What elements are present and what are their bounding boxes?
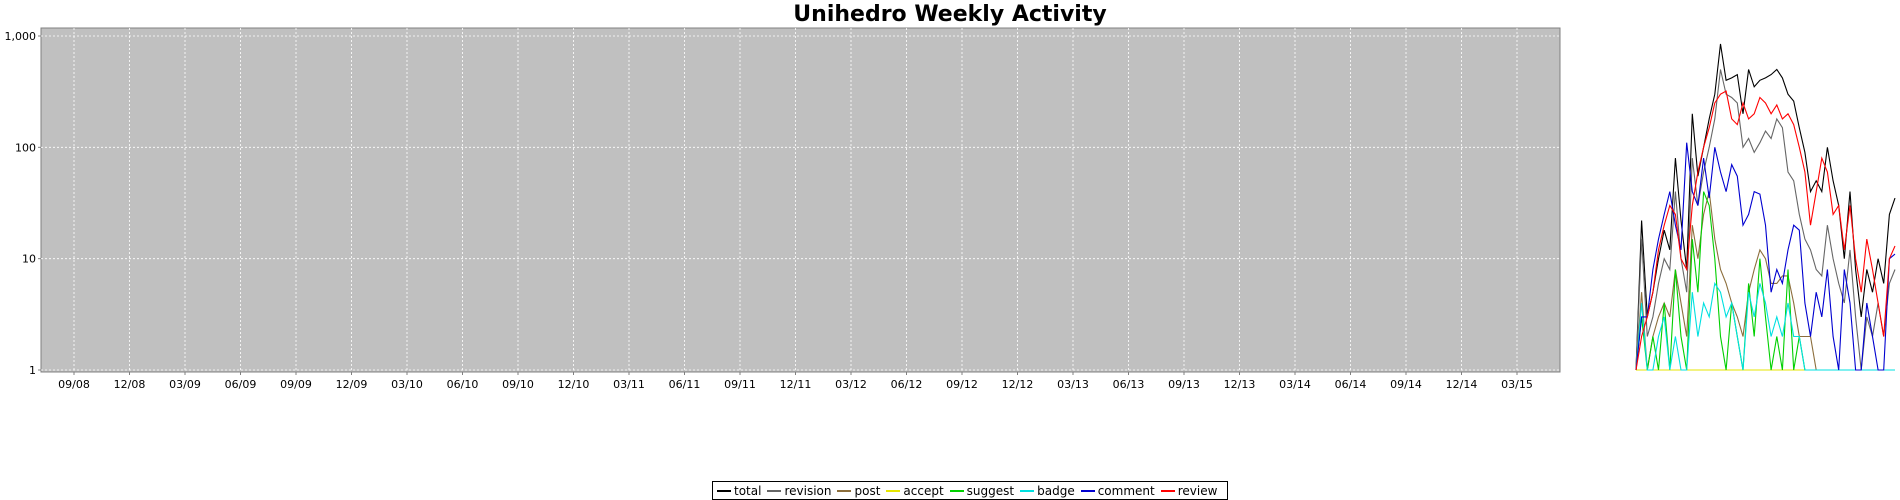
legend-label: badge — [1037, 483, 1075, 498]
legend-swatch — [1080, 489, 1095, 492]
legend-item-revision: revision — [767, 484, 831, 498]
x-tick-label: 03/10 — [391, 378, 423, 391]
series-comment — [1635, 142, 1896, 371]
chart-title: Unihedro Weekly Activity — [793, 2, 1107, 27]
x-tick-label: 03/13 — [1057, 378, 1089, 391]
x-tick-label: 09/13 — [1168, 378, 1200, 391]
y-tick-label: 10 — [22, 253, 36, 266]
legend-item-review: review — [1160, 483, 1218, 498]
x-tick-label: 06/11 — [669, 378, 701, 391]
plot-area — [40, 27, 1561, 373]
legend-item-badge: badge — [1020, 484, 1075, 498]
legend-label: suggest — [966, 483, 1015, 498]
x-tick-label: 03/11 — [613, 378, 645, 391]
legend-swatch — [717, 489, 731, 492]
x-tick-label: 12/09 — [336, 378, 368, 391]
legend-item-comment: comment — [1080, 483, 1155, 498]
x-tick-label: 03/14 — [1279, 378, 1311, 391]
y-tick-label: 1,000 — [5, 30, 37, 43]
legend-swatch — [837, 489, 852, 492]
legend-item-total: total — [717, 484, 761, 498]
legend-label: total — [734, 483, 762, 498]
series-line-comment — [1635, 142, 1896, 371]
series-review — [1635, 90, 1896, 371]
series-suggest — [1635, 191, 1896, 371]
legend-swatch — [1160, 489, 1175, 492]
x-tick-label: 06/12 — [891, 378, 923, 391]
x-axis-ticks: 09/08 12/08 03/09 06/09 09/09 12/09 03/10 06/10… — [58, 372, 1533, 391]
x-tick-label: 06/10 — [447, 378, 479, 391]
x-tick-label: 06/13 — [1113, 378, 1145, 391]
legend-label: comment — [1097, 483, 1155, 498]
x-tick-label: 03/09 — [169, 378, 201, 391]
x-tick-label: 09/11 — [724, 378, 756, 391]
x-tick-label: 12/10 — [558, 378, 590, 391]
x-tick-label: 12/14 — [1446, 378, 1478, 391]
legend-label: accept — [903, 483, 944, 498]
y-tick-label: 1 — [29, 364, 36, 377]
series-line-suggest — [1635, 191, 1895, 371]
x-tick-label: 06/14 — [1335, 378, 1367, 391]
y-tick-label: 100 — [15, 141, 36, 154]
legend-swatch — [886, 489, 901, 492]
legend-swatch — [949, 489, 964, 492]
x-tick-label: 12/12 — [1002, 378, 1034, 391]
x-tick-label: 03/15 — [1501, 378, 1533, 391]
legend-swatch — [767, 489, 782, 492]
legend-label: review — [1177, 483, 1218, 498]
legend: total revision post accept suggest badge comme… — [712, 481, 1229, 500]
legend-label: post — [854, 483, 881, 498]
x-tick-label: 03/12 — [835, 378, 867, 391]
x-tick-label: 09/09 — [280, 378, 312, 391]
weekly-activity-chart: 1 10 100 1,000 09/08 12/08 03/09 06/09 09/09 12/… — [5, 27, 1896, 391]
legend-label: revision — [784, 483, 832, 498]
series-line-revision — [1635, 69, 1896, 371]
legend-swatch — [1020, 489, 1035, 492]
x-tick-label: 12/13 — [1224, 378, 1256, 391]
series-line-total — [1635, 43, 1896, 371]
legend-item-accept: accept — [886, 483, 944, 498]
x-tick-label: 06/09 — [225, 378, 257, 391]
series-line-review — [1635, 90, 1896, 371]
legend-item-post: post — [837, 484, 880, 498]
series-line-badge — [1635, 281, 1895, 371]
series-lines — [1635, 43, 1896, 371]
x-tick-label: 09/12 — [946, 378, 978, 391]
x-tick-label: 12/11 — [780, 378, 812, 391]
x-tick-label: 09/08 — [58, 378, 90, 391]
x-tick-label: 09/14 — [1390, 378, 1422, 391]
x-tick-label: 09/10 — [502, 378, 534, 391]
x-tick-label: 12/08 — [114, 378, 146, 391]
grid-lines — [41, 28, 1560, 372]
y-axis-ticks: 1 10 100 1,000 — [5, 30, 41, 377]
legend-item-suggest: suggest — [949, 483, 1015, 498]
